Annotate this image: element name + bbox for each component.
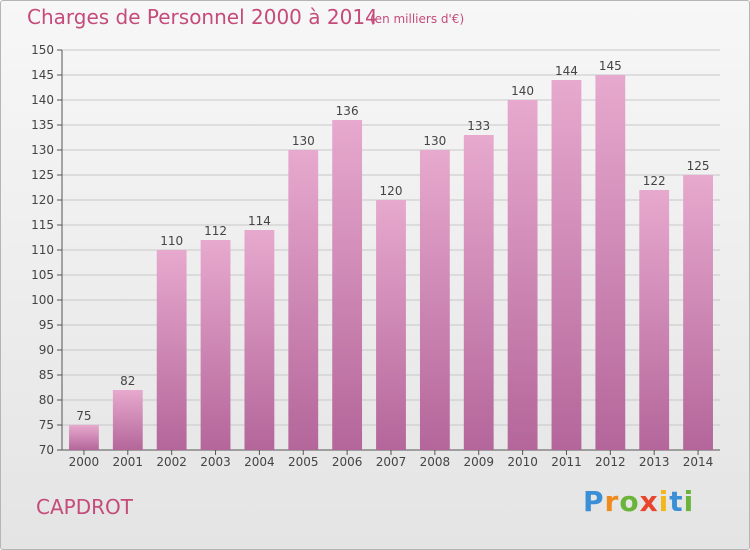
y-tick-label: 90: [39, 343, 54, 357]
y-tick-label: 125: [31, 168, 54, 182]
data-label-2009: 133: [467, 119, 490, 133]
bar-2011: [551, 80, 582, 450]
data-label-2000: 75: [76, 409, 91, 423]
bar-2008: [419, 150, 450, 450]
data-label-2012: 145: [599, 59, 622, 73]
bar-2005: [288, 150, 319, 450]
x-tick-label: 2007: [376, 455, 407, 469]
y-tick-label: 100: [31, 293, 54, 307]
data-label-2007: 120: [380, 184, 403, 198]
chart-title: Charges de Personnel 2000 à 2014: [27, 5, 378, 29]
bar-2006: [332, 120, 363, 450]
data-label-2003: 112: [204, 224, 227, 238]
data-label-2014: 125: [687, 159, 710, 173]
y-tick-label: 135: [31, 118, 54, 132]
y-tick-label: 130: [31, 143, 54, 157]
y-tick-label: 115: [31, 218, 54, 232]
data-label-2001: 82: [120, 374, 135, 388]
bar-2009: [463, 135, 494, 450]
bar-2010: [507, 100, 538, 450]
x-tick-labels: 2000 2001 2002 2003 2004 2005 2006 2007 2008 2009…: [69, 455, 714, 469]
data-label-2005: 130: [292, 134, 315, 148]
data-labels: 75 82 110 112 114 130 136 120 130 133 140 144 145 122…: [76, 59, 709, 423]
x-tick-label: 2011: [551, 455, 582, 469]
bars: [69, 75, 713, 450]
data-label-2010: 140: [511, 84, 534, 98]
data-label-2006: 136: [336, 104, 359, 118]
y-tick-label: 145: [31, 68, 54, 82]
x-tick-label: 2001: [113, 455, 144, 469]
proxiti-logo: Proxiti: [583, 485, 695, 518]
x-tick-label: 2006: [332, 455, 363, 469]
y-tick-label: 120: [31, 193, 54, 207]
x-tick-label: 2002: [156, 455, 187, 469]
y-tick-label: 80: [39, 393, 54, 407]
x-tick-label: 2003: [200, 455, 231, 469]
x-tick-label: 2012: [595, 455, 626, 469]
x-tick-label: 2014: [683, 455, 714, 469]
y-tick-label: 140: [31, 93, 54, 107]
data-label-2013: 122: [643, 174, 666, 188]
bar-2013: [639, 190, 670, 450]
x-tick-label: 2000: [69, 455, 100, 469]
y-tick-labels: 70 75 80 85 90 95 100 105 110 115 120 125 130 135 140 1…: [31, 43, 54, 457]
bar-2007: [376, 200, 406, 450]
bar-2012: [595, 75, 626, 450]
data-label-2008: 130: [423, 134, 446, 148]
bar-2003: [200, 240, 231, 450]
y-tick-label: 150: [31, 43, 54, 57]
y-tick-label: 95: [39, 318, 54, 332]
x-tick-label: 2004: [244, 455, 275, 469]
bar-2001: [112, 390, 143, 450]
data-label-2011: 144: [555, 64, 578, 78]
commune-name: CAPDROT: [36, 495, 133, 519]
x-tick-label: 2010: [507, 455, 538, 469]
x-tick-label: 2009: [463, 455, 494, 469]
y-tick-label: 105: [31, 268, 54, 282]
chart-unit: (en milliers d'€): [370, 12, 465, 26]
bar-2002: [156, 250, 187, 450]
x-tick-label: 2008: [420, 455, 451, 469]
data-label-2004: 114: [248, 214, 271, 228]
bar-2014: [683, 175, 713, 450]
y-tick-label: 85: [39, 368, 54, 382]
data-label-2002: 110: [160, 234, 183, 248]
x-tick-label: 2013: [639, 455, 670, 469]
y-tick-label: 75: [39, 418, 54, 432]
x-tick-label: 2005: [288, 455, 319, 469]
bar-2000: [69, 425, 99, 450]
y-tick-label: 110: [31, 243, 54, 257]
bar-2004: [244, 230, 275, 450]
y-tick-label: 70: [39, 443, 54, 457]
